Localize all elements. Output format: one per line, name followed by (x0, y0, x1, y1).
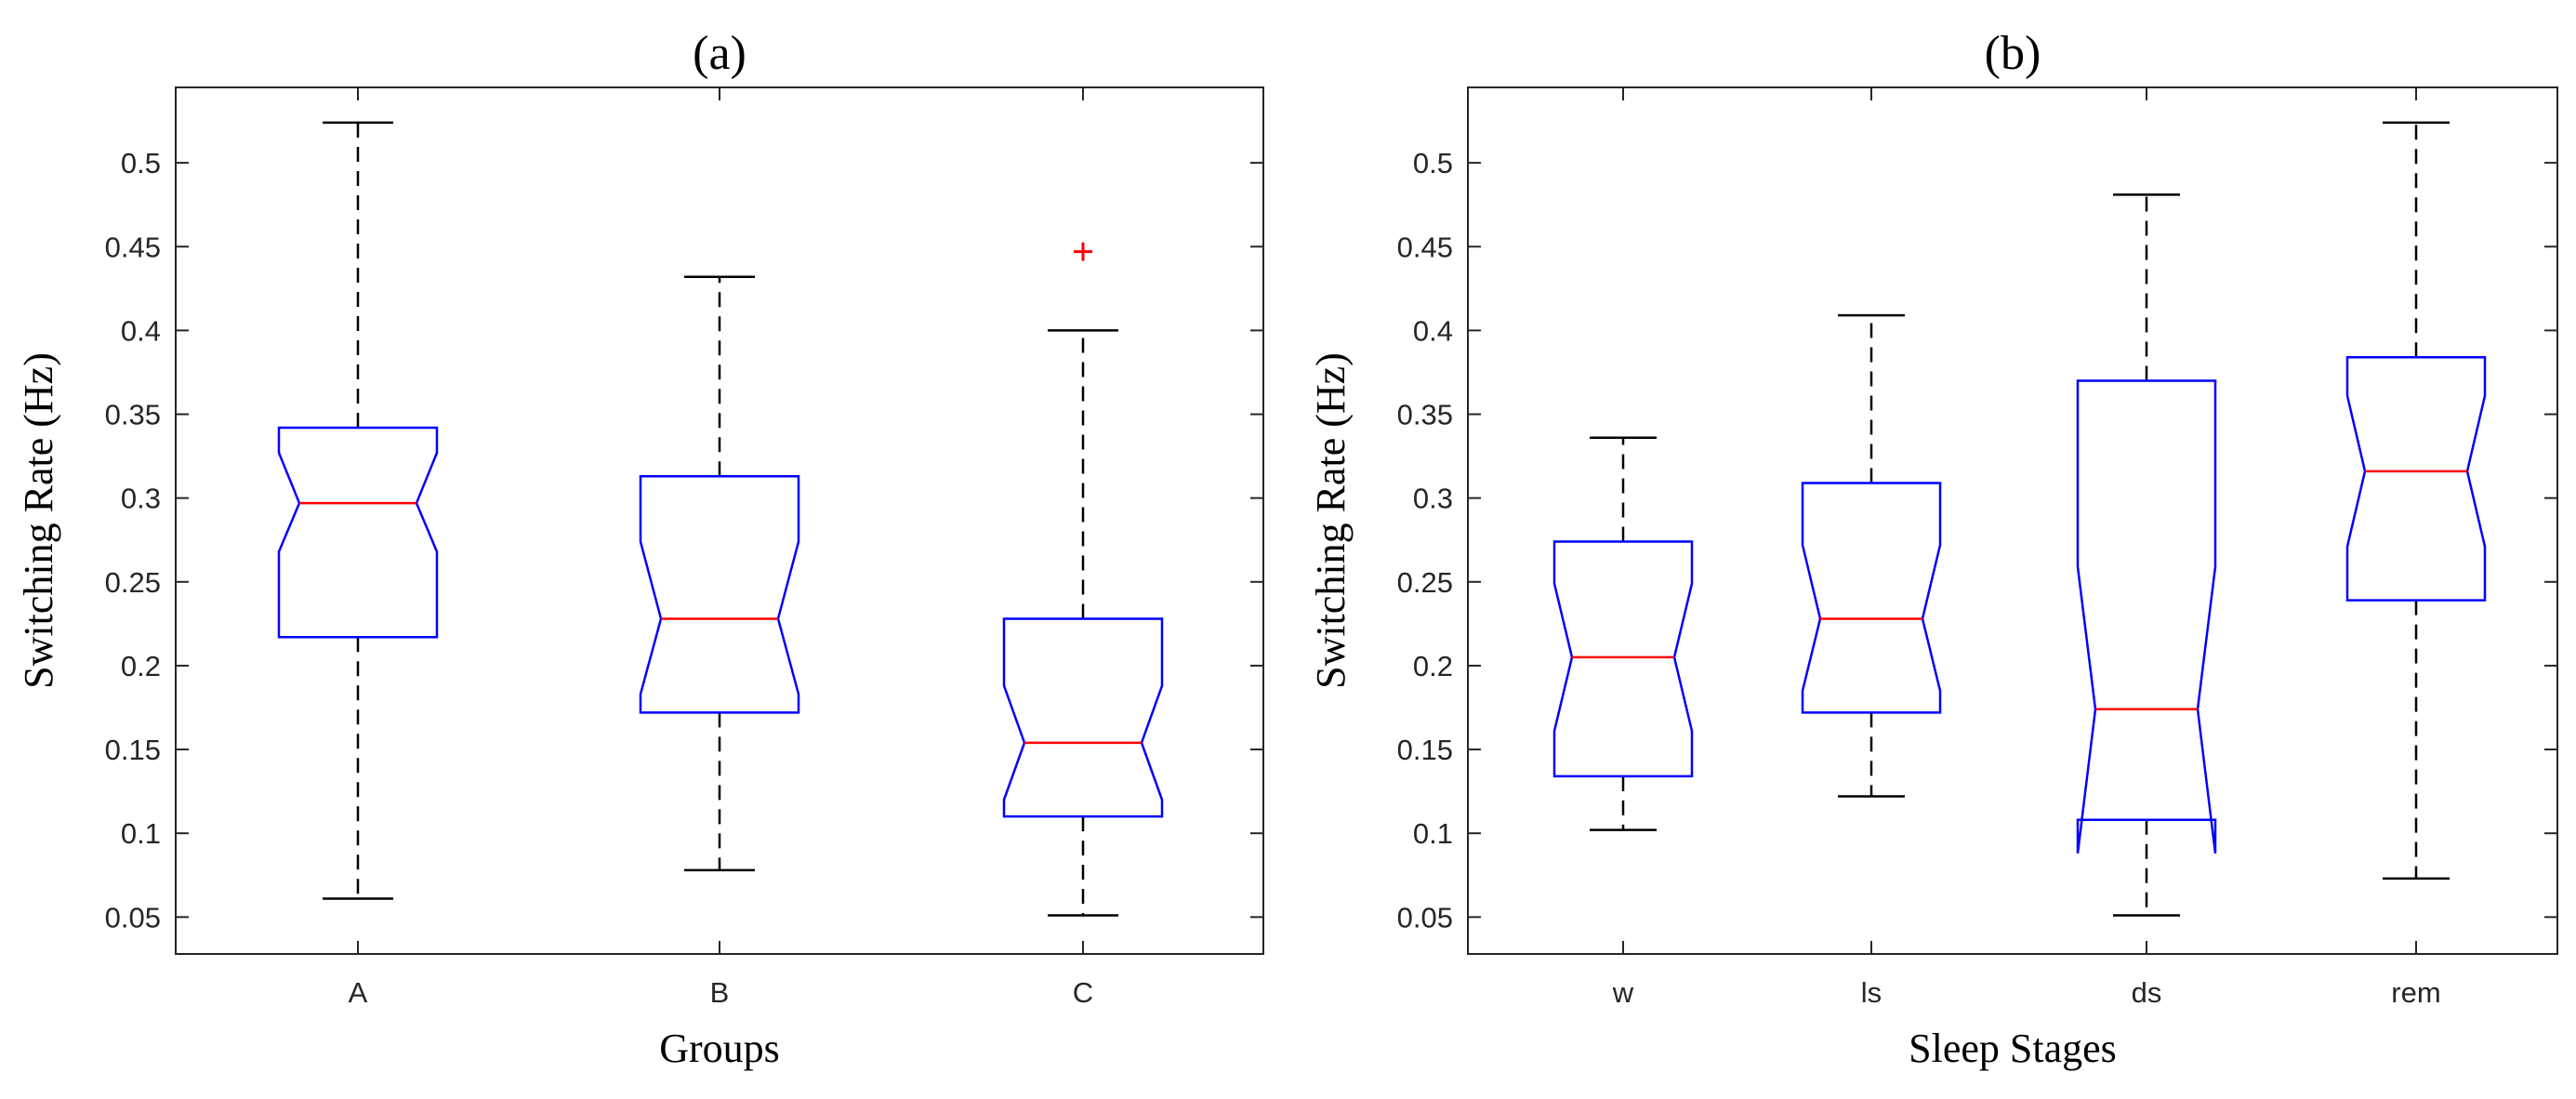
panel-a: 0.05 0.1 0.15 0.2 0.25 0.3 0.35 0.4 0.45 0.5 A B C (a… (16, 27, 1264, 1071)
notched-box (639, 474, 800, 714)
box-ls (1801, 313, 1942, 798)
y-tick-label: 0.2 (1413, 650, 1453, 682)
notched-box (2076, 379, 2217, 854)
x-axis-label: Sleep Stages (1909, 1026, 2117, 1071)
box-ds (2076, 193, 2217, 917)
y-tick-label: 0.05 (1397, 901, 1453, 933)
notched-box (1002, 617, 1164, 818)
y-tick-label: 0.15 (1397, 734, 1453, 766)
notched-box (2345, 355, 2487, 602)
y-tick-label: 0.15 (105, 734, 161, 766)
y-axis-label: Switching Rate (Hz) (1308, 352, 1354, 689)
y-tick-label: 0.35 (105, 399, 161, 431)
notched-box (277, 426, 439, 639)
box-B (639, 275, 800, 872)
y-tick-label: 0.1 (121, 817, 161, 850)
axes-frame (1467, 86, 2558, 955)
box-rem (2345, 121, 2487, 881)
y-tick-label: 0.5 (1413, 147, 1453, 179)
y-tick-label: 0.25 (105, 566, 161, 599)
box-w (1552, 436, 1694, 831)
chart-title: (b) (1985, 27, 2041, 80)
y-tick-label: 0.25 (1397, 566, 1453, 599)
chart-title: (a) (693, 27, 746, 80)
x-tick-label: ls (1861, 976, 1882, 1009)
y-tick-label: 0.45 (1397, 231, 1453, 263)
y-tick-label: 0.2 (121, 650, 161, 682)
y-tick-label: 0.4 (121, 314, 161, 347)
y-axis-label: Switching Rate (Hz) (16, 352, 61, 689)
box-C (1002, 242, 1164, 917)
notched-box (1801, 482, 1942, 714)
y-tick-label: 0.1 (1413, 817, 1453, 850)
x-tick-label: rem (2391, 976, 2440, 1009)
y-tick-label: 0.05 (105, 901, 161, 933)
x-tick-label: ds (2132, 976, 2162, 1009)
x-tick-label: A (349, 976, 368, 1009)
y-tick-label: 0.45 (105, 231, 161, 263)
x-tick-label: C (1073, 976, 1093, 1009)
y-tick-label: 0.4 (1413, 314, 1453, 347)
y-tick-label: 0.3 (121, 483, 161, 515)
x-axis-label: Groups (659, 1026, 780, 1071)
x-tick-label: B (710, 976, 730, 1009)
box-A (277, 121, 439, 900)
panel-b: 0.05 0.1 0.15 0.2 0.25 0.3 0.35 0.4 0.45 0.5 w ls ds… (1308, 27, 2558, 1071)
y-tick-label: 0.3 (1413, 483, 1453, 515)
y-tick-label: 0.5 (121, 147, 161, 179)
y-tick-label: 0.35 (1397, 399, 1453, 431)
outlier-marker (1074, 242, 1092, 261)
notched-box (1552, 540, 1694, 778)
x-tick-label: w (1612, 976, 1634, 1009)
